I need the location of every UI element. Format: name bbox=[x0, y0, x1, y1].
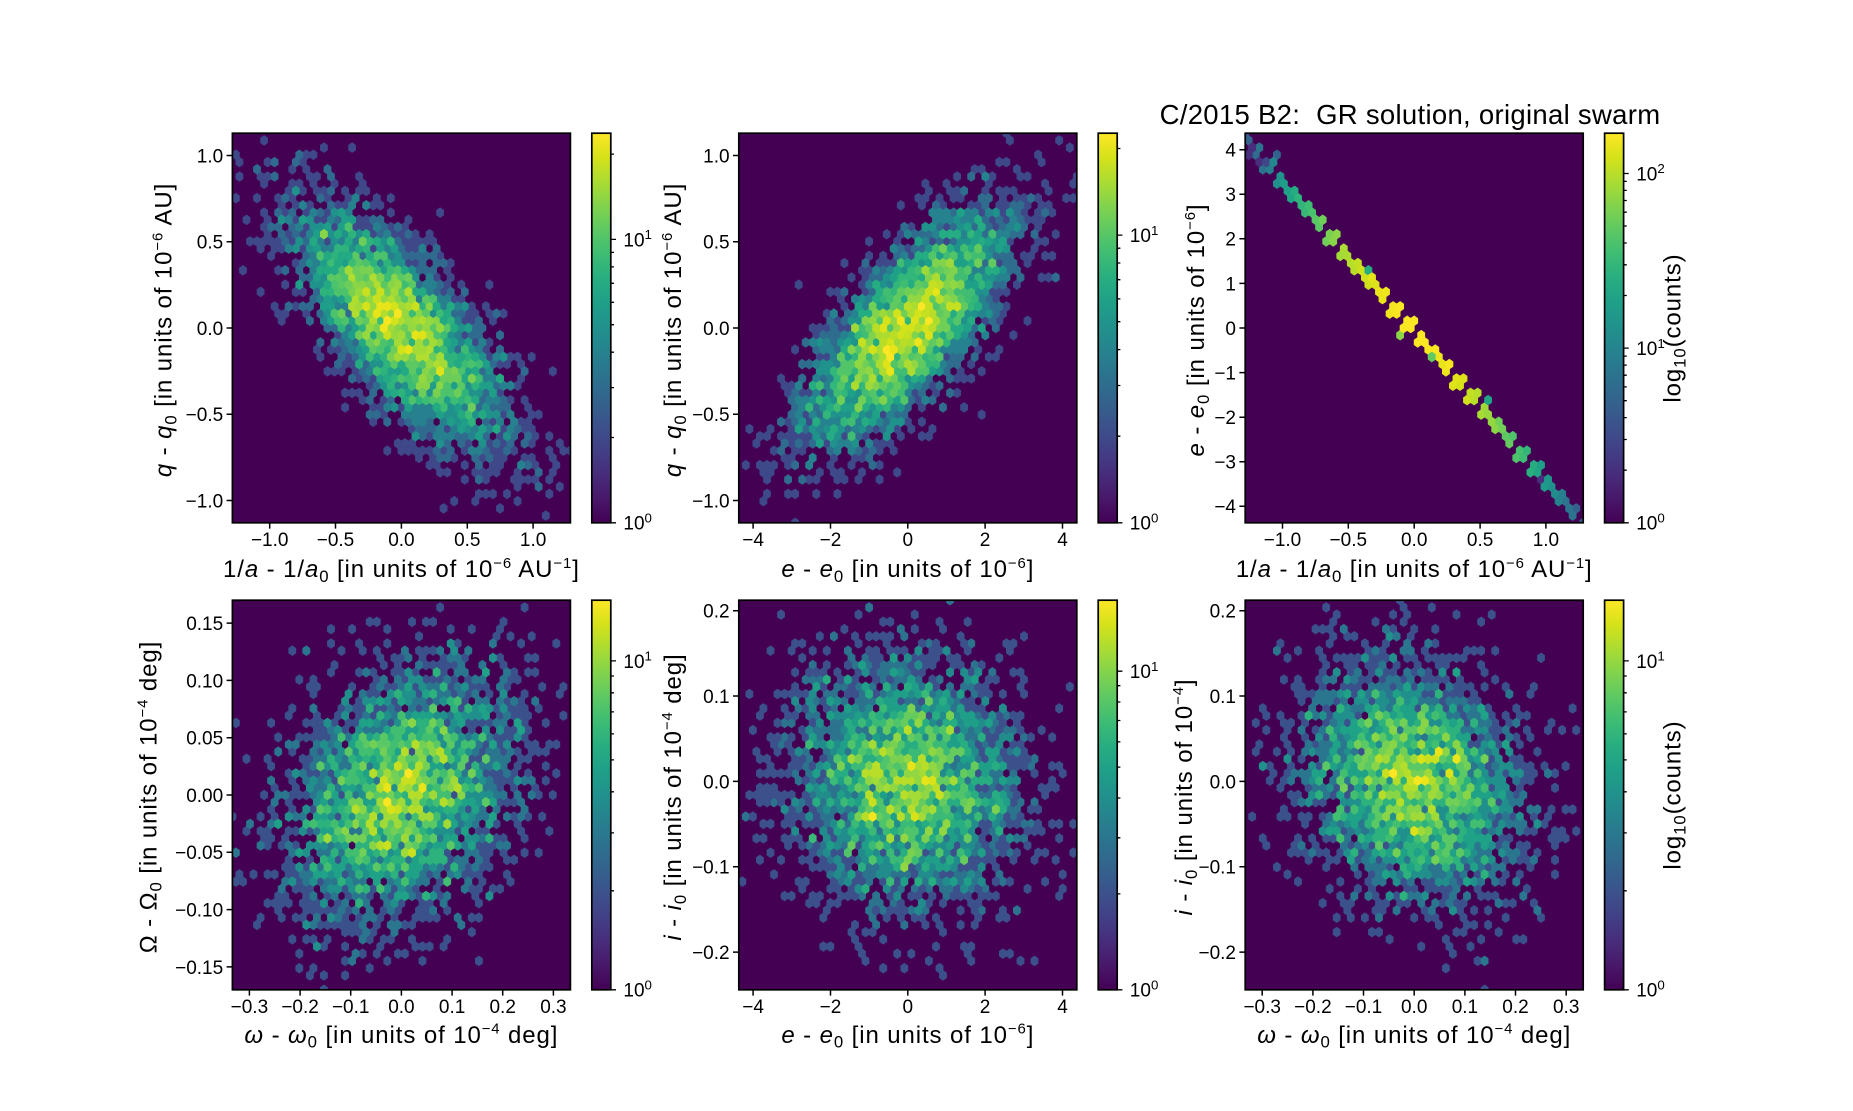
svg-text:0.05: 0.05 bbox=[186, 729, 223, 750]
svg-text:1.0: 1.0 bbox=[703, 146, 729, 167]
svg-text:−0.2: −0.2 bbox=[1198, 943, 1236, 964]
svg-text:−0.10: −0.10 bbox=[175, 901, 223, 922]
svg-text:−2: −2 bbox=[820, 530, 842, 551]
svg-text:0.5: 0.5 bbox=[1467, 530, 1493, 551]
svg-text:−0.3: −0.3 bbox=[231, 997, 269, 1018]
svg-text:1: 1 bbox=[1225, 274, 1236, 295]
svg-text:0.0: 0.0 bbox=[1210, 772, 1236, 793]
svg-text:−0.1: −0.1 bbox=[332, 997, 370, 1018]
svg-text:−1.0: −1.0 bbox=[186, 491, 224, 512]
svg-text:−0.2: −0.2 bbox=[692, 943, 730, 964]
svg-text:q - q0 [in units of 10−6 AU]: q - q0 [in units of 10−6 AU] bbox=[660, 183, 690, 477]
svg-text:ω - ω0 [in units of 10−4 deg]: ω - ω0 [in units of 10−4 deg] bbox=[244, 1022, 558, 1052]
svg-text:−0.5: −0.5 bbox=[186, 405, 224, 426]
svg-text:−3: −3 bbox=[1214, 453, 1236, 474]
svg-text:0.0: 0.0 bbox=[703, 319, 729, 340]
svg-text:1.0: 1.0 bbox=[197, 146, 223, 167]
svg-text:0.0: 0.0 bbox=[703, 772, 729, 793]
svg-text:−0.5: −0.5 bbox=[692, 405, 730, 426]
svg-text:−1.0: −1.0 bbox=[692, 491, 730, 512]
svg-text:1/a - 1/a0 [in units of 10−6 A: 1/a - 1/a0 [in units of 10−6 AU−1] bbox=[223, 556, 580, 586]
svg-text:4: 4 bbox=[1057, 530, 1068, 551]
svg-text:0.0: 0.0 bbox=[388, 530, 414, 551]
svg-text:2: 2 bbox=[980, 530, 991, 551]
svg-text:0.1: 0.1 bbox=[1210, 687, 1236, 708]
svg-text:0: 0 bbox=[903, 530, 914, 551]
svg-text:0.0: 0.0 bbox=[1401, 530, 1427, 551]
svg-text:Ω - Ω0 [in units of 10−4 deg]: Ω - Ω0 [in units of 10−4 deg] bbox=[135, 641, 165, 953]
svg-text:0: 0 bbox=[903, 997, 914, 1018]
svg-text:−2: −2 bbox=[820, 997, 842, 1018]
svg-text:4: 4 bbox=[1225, 141, 1236, 162]
svg-text:−0.5: −0.5 bbox=[1330, 530, 1368, 551]
svg-text:−0.5: −0.5 bbox=[317, 530, 355, 551]
svg-text:1.0: 1.0 bbox=[520, 530, 546, 551]
svg-text:−0.15: −0.15 bbox=[175, 958, 223, 979]
svg-text:0.10: 0.10 bbox=[186, 671, 223, 692]
svg-text:q - q0 [in units of 10−6 AU]: q - q0 [in units of 10−6 AU] bbox=[150, 183, 180, 477]
svg-text:−1.0: −1.0 bbox=[251, 530, 289, 551]
svg-text:−4: −4 bbox=[1214, 497, 1236, 518]
svg-text:1/a - 1/a0 [in units of 10−6 A: 1/a - 1/a0 [in units of 10−6 AU−1] bbox=[1236, 556, 1593, 586]
svg-text:0.0: 0.0 bbox=[197, 319, 223, 340]
svg-text:0.00: 0.00 bbox=[186, 786, 223, 807]
svg-text:2: 2 bbox=[1225, 230, 1236, 251]
svg-text:0.5: 0.5 bbox=[454, 530, 480, 551]
svg-text:1.0: 1.0 bbox=[1533, 530, 1559, 551]
svg-text:3: 3 bbox=[1225, 185, 1236, 206]
svg-text:0.0: 0.0 bbox=[388, 997, 414, 1018]
svg-text:0.1: 0.1 bbox=[703, 687, 729, 708]
svg-text:−1: −1 bbox=[1214, 364, 1236, 385]
svg-text:0.5: 0.5 bbox=[703, 233, 729, 254]
svg-text:C/2015 B2: GR solution, origi: C/2015 B2: GR solution, original swarm bbox=[1160, 99, 1661, 130]
svg-text:−0.2: −0.2 bbox=[281, 997, 319, 1018]
svg-text:−2: −2 bbox=[1214, 408, 1236, 429]
svg-text:e - e0 [in units of 10−6]: e - e0 [in units of 10−6] bbox=[781, 556, 1034, 586]
svg-text:−0.2: −0.2 bbox=[1294, 997, 1332, 1018]
svg-text:i - i0 [in units of 10−4]: i - i0 [in units of 10−4] bbox=[1171, 679, 1201, 916]
svg-text:−4: −4 bbox=[742, 997, 764, 1018]
svg-text:0.1: 0.1 bbox=[439, 997, 465, 1018]
svg-text:0.2: 0.2 bbox=[1502, 997, 1528, 1018]
svg-text:i - i0 [in units of 10−4 deg]: i - i0 [in units of 10−4 deg] bbox=[660, 653, 690, 940]
svg-text:e - e0 [in units of 10−6]: e - e0 [in units of 10−6] bbox=[1183, 204, 1213, 457]
svg-text:−0.1: −0.1 bbox=[1345, 997, 1383, 1018]
svg-text:0.3: 0.3 bbox=[540, 997, 566, 1018]
svg-text:101: 101 bbox=[623, 649, 652, 673]
svg-text:0.2: 0.2 bbox=[1210, 602, 1236, 623]
svg-text:−1.0: −1.0 bbox=[1264, 530, 1302, 551]
svg-text:e - e0 [in units of 10−6]: e - e0 [in units of 10−6] bbox=[781, 1022, 1034, 1052]
svg-text:2: 2 bbox=[980, 997, 991, 1018]
svg-text:−4: −4 bbox=[742, 530, 764, 551]
svg-text:0.3: 0.3 bbox=[1553, 997, 1579, 1018]
svg-text:0: 0 bbox=[1225, 319, 1236, 340]
svg-text:0.15: 0.15 bbox=[186, 614, 223, 635]
svg-text:log10(counts): log10(counts) bbox=[1660, 253, 1690, 402]
svg-text:−0.3: −0.3 bbox=[1243, 997, 1281, 1018]
svg-text:ω - ω0 [in units of 10−4 deg]: ω - ω0 [in units of 10−4 deg] bbox=[1257, 1022, 1571, 1052]
svg-text:−0.1: −0.1 bbox=[692, 858, 730, 879]
svg-text:0.2: 0.2 bbox=[703, 602, 729, 623]
svg-text:0.2: 0.2 bbox=[489, 997, 515, 1018]
svg-text:−0.1: −0.1 bbox=[1198, 858, 1236, 879]
svg-text:4: 4 bbox=[1057, 997, 1068, 1018]
svg-text:101: 101 bbox=[1130, 659, 1159, 683]
svg-text:log10(counts): log10(counts) bbox=[1660, 720, 1690, 869]
svg-text:0.1: 0.1 bbox=[1452, 997, 1478, 1018]
svg-text:0.5: 0.5 bbox=[197, 233, 223, 254]
svg-text:−0.05: −0.05 bbox=[175, 843, 223, 864]
svg-text:0.0: 0.0 bbox=[1401, 997, 1427, 1018]
